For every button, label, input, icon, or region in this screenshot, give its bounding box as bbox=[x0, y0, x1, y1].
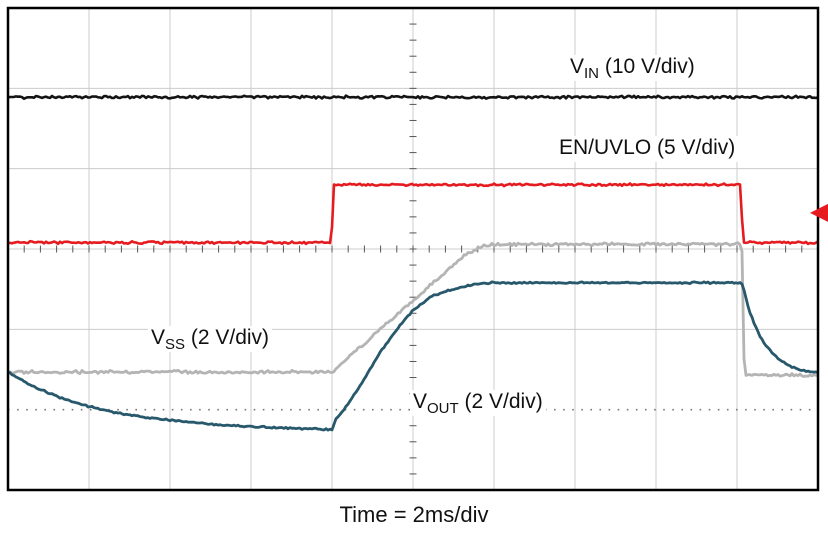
trace-label-vss-main: V bbox=[151, 326, 166, 349]
trace-label-en-uvlo: EN/UVLO (5 V/div) bbox=[556, 136, 739, 163]
trace-label-vss-rest: (2 V/div) bbox=[185, 326, 270, 349]
time-scale-label: Time = 2ms/div bbox=[339, 502, 489, 527]
trace-label-vin-main: V bbox=[570, 55, 585, 78]
trace-label-en-uvlo-rest: (5 V/div) bbox=[651, 136, 736, 159]
trigger-level-marker-icon bbox=[810, 203, 828, 222]
trace-label-vout-sub: OUT bbox=[427, 400, 459, 418]
trace-label-vss-sub: SS bbox=[165, 336, 186, 354]
trace-label-vss: VSS (2 V/div) bbox=[148, 326, 273, 354]
trace-label-vin-sub: IN bbox=[584, 65, 600, 83]
trace-label-en-uvlo-main: EN/UVLO bbox=[559, 136, 652, 159]
trace-label-vout: VOUT (2 V/div) bbox=[410, 390, 546, 418]
trace-label-vout-main: V bbox=[413, 390, 428, 413]
trace-label-vout-rest: (2 V/div) bbox=[458, 390, 543, 413]
trace-label-vin-rest: (10 V/div) bbox=[599, 55, 695, 78]
trace-label-vin: VIN (10 V/div) bbox=[567, 55, 698, 83]
